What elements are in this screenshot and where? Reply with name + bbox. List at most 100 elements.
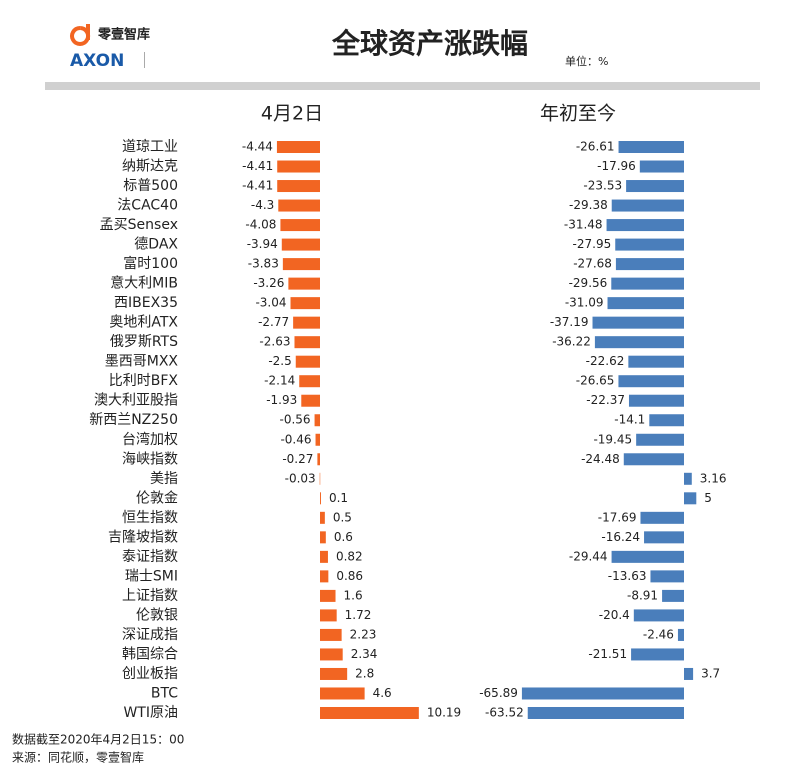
value-label: -0.56 xyxy=(280,413,311,427)
value-label: -2.5 xyxy=(268,354,291,368)
bar xyxy=(639,160,684,173)
value-label: -17.69 xyxy=(598,510,637,524)
category-label: 恒生指数 xyxy=(122,510,178,526)
value-label: -36.22 xyxy=(552,335,591,349)
bar xyxy=(618,375,684,388)
value-label: -2.63 xyxy=(259,335,290,349)
category-label: WTI原油 xyxy=(123,705,178,721)
value-label: -3.26 xyxy=(253,276,284,290)
value-label: 2.8 xyxy=(355,666,374,680)
value-label: -27.68 xyxy=(573,257,612,271)
bar xyxy=(649,414,684,427)
bar xyxy=(293,316,320,329)
value-label: 0.1 xyxy=(329,491,348,505)
bar xyxy=(640,511,684,524)
panel-header: 4月2日 xyxy=(261,103,323,125)
bar xyxy=(527,707,684,719)
bar xyxy=(611,550,684,563)
value-label: -23.53 xyxy=(583,179,622,193)
value-label: 5 xyxy=(704,491,712,505)
value-label: -65.89 xyxy=(479,686,518,700)
chart-title: 全球资产涨跌幅 xyxy=(331,27,528,60)
value-label: -37.19 xyxy=(550,315,589,329)
bar xyxy=(644,531,684,544)
bar xyxy=(606,219,684,232)
value-label: -4.41 xyxy=(242,159,273,173)
category-label: 台湾加权 xyxy=(122,431,178,448)
value-label: -3.04 xyxy=(255,296,286,310)
value-label: -31.09 xyxy=(565,296,604,310)
value-label: 0.82 xyxy=(336,549,363,563)
bar xyxy=(320,531,326,544)
value-label: -63.52 xyxy=(485,706,524,720)
value-label: -19.45 xyxy=(593,432,632,446)
bar xyxy=(320,687,365,700)
bar xyxy=(662,589,684,602)
value-label: -4.08 xyxy=(245,218,276,232)
brand-logo: AXON xyxy=(70,51,124,71)
value-label: 2.34 xyxy=(351,647,378,661)
bar xyxy=(628,355,684,368)
value-label: -13.63 xyxy=(608,569,647,583)
bar xyxy=(299,375,320,388)
bar xyxy=(301,394,320,407)
value-label: 10.19 xyxy=(427,706,461,720)
bar xyxy=(294,336,320,349)
category-label: 深证成指 xyxy=(122,627,178,643)
bar xyxy=(290,297,320,310)
category-label: 瑞士SMI xyxy=(125,568,178,584)
unit: 单位：% xyxy=(565,54,608,68)
category-label: 德DAX xyxy=(134,237,178,253)
value-label: -26.61 xyxy=(576,140,615,154)
bar xyxy=(628,394,684,407)
bar xyxy=(618,141,684,153)
value-label: -2.14 xyxy=(264,374,295,388)
bar xyxy=(320,648,343,661)
bar xyxy=(611,199,684,212)
value-label: -4.41 xyxy=(242,179,273,193)
bar xyxy=(281,238,320,251)
category-label: 上证指数 xyxy=(122,588,178,604)
value-label: -16.24 xyxy=(601,530,640,544)
value-label: -8.91 xyxy=(627,588,658,602)
category-label: 意大利MIB xyxy=(110,275,178,292)
bar xyxy=(684,492,697,505)
category-label: 孟买Sensex xyxy=(100,217,178,233)
category-label: 伦敦金 xyxy=(136,490,178,506)
bar xyxy=(615,238,684,251)
bar xyxy=(684,667,694,680)
bar xyxy=(521,687,684,700)
bar xyxy=(677,628,684,641)
category-label: 伦敦银 xyxy=(136,607,178,623)
value-label: -27.95 xyxy=(573,237,612,251)
category-label: 标普500 xyxy=(123,178,178,194)
bar xyxy=(277,180,320,193)
bar xyxy=(320,628,342,641)
value-label: -4.44 xyxy=(242,140,273,154)
category-label: 法CAC40 xyxy=(117,198,178,214)
header-rule xyxy=(45,82,760,90)
category-label: 韩国综合 xyxy=(122,646,178,662)
bar xyxy=(320,609,337,622)
category-label: 俄罗斯RTS xyxy=(110,334,178,350)
bar xyxy=(288,277,320,290)
value-label: 0.5 xyxy=(333,510,352,524)
value-label: -4.3 xyxy=(251,198,274,212)
category-label: 富时100 xyxy=(123,255,178,272)
value-label: -14.1 xyxy=(614,413,645,427)
value-label: -2.77 xyxy=(258,315,289,329)
value-label: -20.4 xyxy=(599,608,630,622)
bar xyxy=(615,258,684,271)
panel-header: 年初至今 xyxy=(540,103,616,125)
bar xyxy=(295,355,320,368)
category-label: 比利时BFX xyxy=(109,373,179,389)
bar xyxy=(611,277,684,290)
bar xyxy=(636,433,684,446)
category-label: 澳大利亚股指 xyxy=(94,393,178,409)
logo-icon xyxy=(70,24,90,46)
value-label: -0.27 xyxy=(282,452,313,466)
bar xyxy=(607,297,684,310)
value-label: -1.93 xyxy=(266,393,297,407)
bar xyxy=(320,707,419,719)
